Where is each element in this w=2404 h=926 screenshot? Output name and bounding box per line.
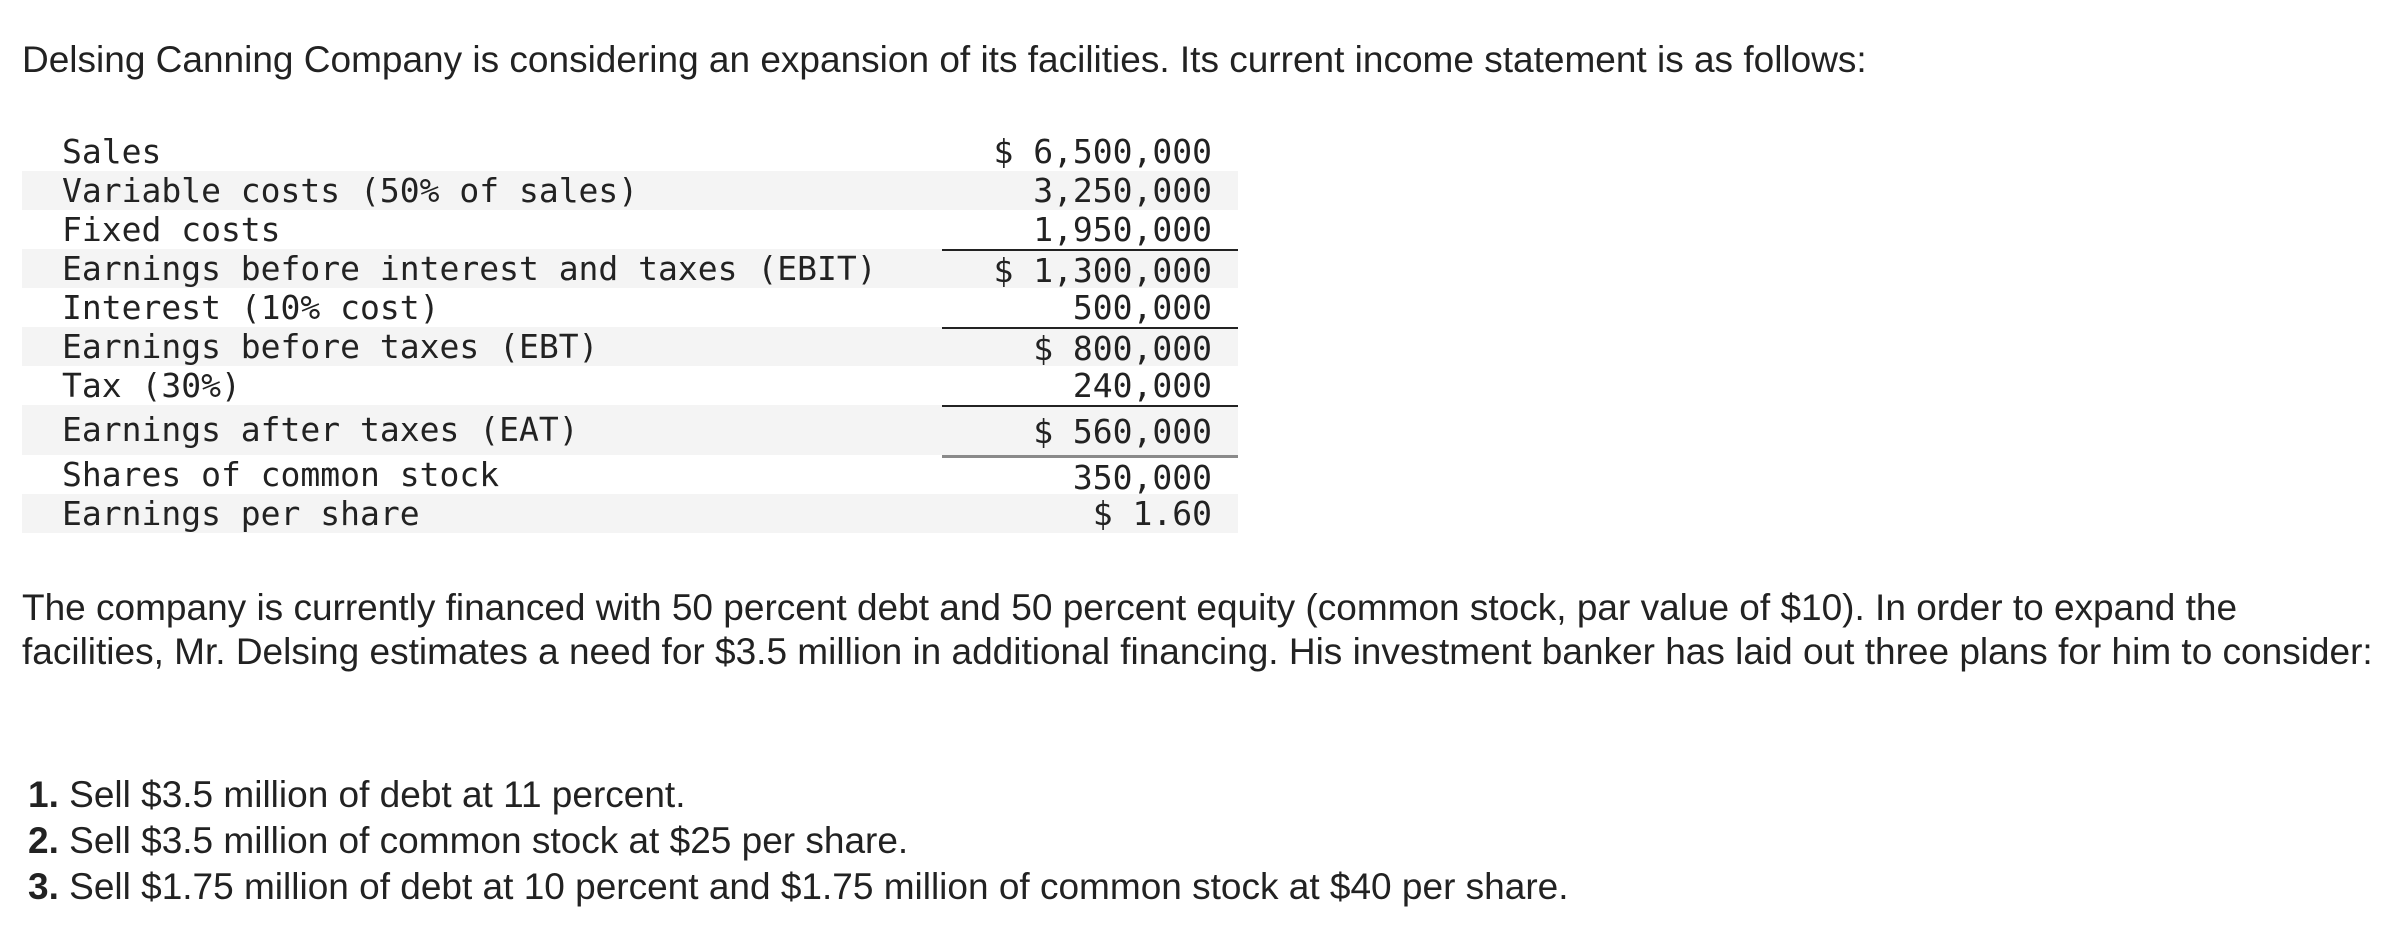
- table-row: Earnings per share $ 1.60: [22, 494, 1238, 533]
- row-label: Shares of common stock: [62, 455, 500, 494]
- intro-paragraph: Delsing Canning Company is considering a…: [22, 39, 1867, 80]
- plan-number: 1.: [28, 774, 59, 815]
- plan-text: Sell $1.75 million of debt at 10 percent…: [69, 866, 1569, 907]
- plan-number: 2.: [28, 820, 59, 861]
- financing-plans-list: 1. Sell $3.5 million of debt at 11 perce…: [28, 772, 1569, 910]
- row-amount: $ 6,500,000: [993, 132, 1212, 171]
- table-row: Fixed costs 1,950,000: [22, 210, 1238, 249]
- row-label: Sales: [62, 132, 162, 171]
- row-label: Interest (10% cost): [62, 288, 440, 327]
- table-row: Earnings after taxes (EAT) $ 560,000: [22, 405, 1238, 455]
- plan-text: Sell $3.5 million of debt at 11 percent.: [69, 774, 686, 815]
- row-label: Earnings per share: [62, 494, 420, 533]
- list-item: 2. Sell $3.5 million of common stock at …: [28, 818, 1569, 864]
- financing-paragraph: The company is currently financed with 5…: [22, 587, 2373, 672]
- row-amount: 240,000: [1072, 366, 1212, 405]
- row-amount: 3,250,000: [1033, 171, 1212, 210]
- income-statement-table: Sales $ 6,500,000 Variable costs (50% of…: [22, 132, 1238, 533]
- table-row: Variable costs (50% of sales) 3,250,000: [22, 171, 1238, 210]
- plan-text: Sell $3.5 million of common stock at $25…: [69, 820, 909, 861]
- row-label: Earnings before taxes (EBT): [62, 327, 599, 366]
- table-row: Earnings before taxes (EBT) $ 800,000: [22, 327, 1238, 368]
- plan-number: 3.: [28, 866, 59, 907]
- row-amount: $ 1,300,000: [942, 249, 1238, 290]
- row-label: Earnings after taxes (EAT): [62, 410, 579, 449]
- table-row: Earnings before interest and taxes (EBIT…: [22, 249, 1238, 290]
- row-label: Fixed costs: [62, 210, 281, 249]
- row-amount: $ 1.60: [1092, 494, 1212, 533]
- row-amount: 1,950,000: [1033, 210, 1212, 249]
- list-item: 3. Sell $1.75 million of debt at 10 perc…: [28, 864, 1569, 910]
- row-label: Earnings before interest and taxes (EBIT…: [62, 249, 877, 288]
- list-item: 1. Sell $3.5 million of debt at 11 perce…: [28, 772, 1569, 818]
- row-amount: $ 560,000: [942, 405, 1238, 455]
- table-row: Shares of common stock 350,000: [22, 455, 1238, 497]
- row-amount: 500,000: [1072, 288, 1212, 327]
- row-label: Tax (30%): [62, 366, 241, 405]
- row-amount: $ 800,000: [942, 327, 1238, 368]
- table-row: Sales $ 6,500,000: [22, 132, 1238, 171]
- row-label: Variable costs (50% of sales): [62, 171, 639, 210]
- table-row: Tax (30%) 240,000: [22, 366, 1238, 405]
- row-amount: 350,000: [942, 455, 1238, 497]
- table-row: Interest (10% cost) 500,000: [22, 288, 1238, 327]
